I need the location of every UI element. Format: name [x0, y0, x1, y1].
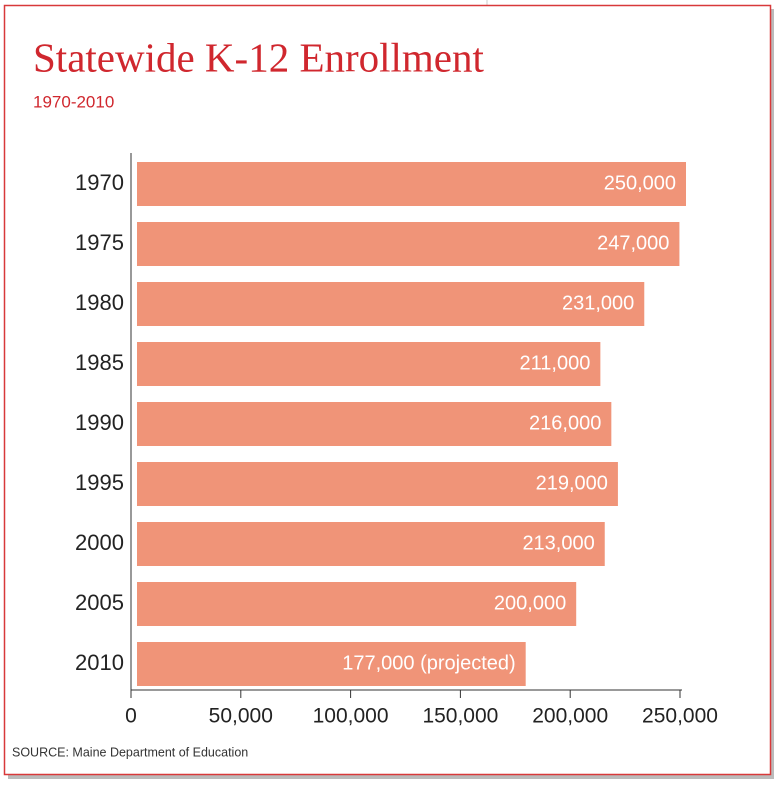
bar [137, 522, 605, 566]
y-tick-label: 1995 [75, 470, 124, 495]
bar [137, 582, 577, 626]
x-tick-label: 100,000 [313, 705, 389, 728]
y-tick-label: 1990 [75, 410, 124, 435]
bar [137, 402, 612, 446]
bar [137, 222, 680, 266]
y-tick-label: 2005 [75, 590, 124, 615]
y-tick-label: 2000 [75, 530, 124, 555]
value-label: 250,000 [604, 172, 676, 194]
bar [137, 282, 645, 326]
x-tick-label: 250,000 [642, 705, 718, 728]
value-label: 177,000 (projected) [342, 652, 515, 674]
bar [137, 462, 618, 506]
y-tick-label: 1970 [75, 170, 124, 195]
value-label: 231,000 [562, 292, 634, 314]
bar [137, 162, 686, 206]
x-tick-label: 150,000 [422, 705, 498, 728]
chart-subtitle: 1970-2010 [33, 92, 114, 111]
x-tick-label: 50,000 [209, 705, 273, 728]
y-tick-label: 1975 [75, 230, 124, 255]
value-label: 211,000 [520, 352, 591, 374]
value-label: 213,000 [522, 532, 594, 554]
value-label: 247,000 [597, 232, 669, 254]
value-label: 216,000 [529, 412, 601, 434]
bar [137, 342, 601, 386]
x-tick-label: 0 [125, 705, 137, 728]
y-tick-label: 1980 [75, 290, 124, 315]
source-note: SOURCE: Maine Department of Education [12, 745, 248, 759]
chart-title: Statewide K-12 Enrollment [33, 34, 485, 80]
value-label: 219,000 [536, 472, 608, 494]
y-tick-label: 2010 [75, 650, 124, 675]
y-tick-label: 1985 [75, 350, 124, 375]
value-label: 200,000 [494, 592, 566, 614]
x-tick-label: 200,000 [532, 705, 608, 728]
bar [137, 642, 526, 686]
